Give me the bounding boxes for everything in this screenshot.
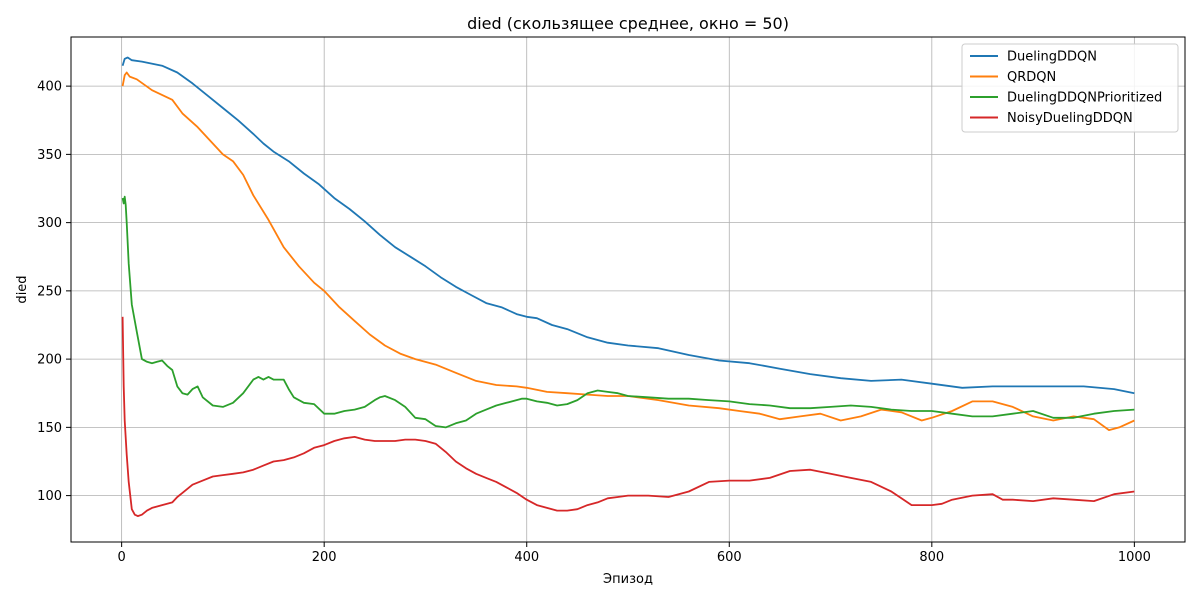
x-tick-label: 0 [117, 550, 125, 565]
chart-title: died (скользящее среднее, окно = 50) [467, 14, 789, 33]
x-tick-label: 1000 [1118, 550, 1151, 565]
legend-box [961, 43, 1179, 133]
series-line-qrdqn [121, 71, 1135, 432]
series-line-duelingddqn [121, 56, 1135, 395]
x-tick-label: 200 [312, 550, 337, 565]
y-tick-label: 400 [37, 80, 62, 95]
plot-frame [70, 36, 1186, 543]
y-tick-label: 300 [37, 216, 62, 231]
legend-label: DuelingDDQNPrioritized [1007, 91, 1162, 106]
legend-label: NoisyDuelingDDQN [1007, 111, 1133, 126]
series-line-noisyduelingddqn [121, 316, 1135, 517]
y-tick-label: 150 [37, 421, 62, 436]
x-axis-ticks: 0 200 400 600 800 1000 [117, 542, 1151, 565]
y-tick-label: 200 [37, 353, 62, 368]
y-tick-label: 350 [37, 148, 62, 163]
x-tick-label: 800 [919, 550, 944, 565]
series-line-duelingddqnprioritized [121, 195, 1135, 429]
x-tick-label: 400 [514, 550, 539, 565]
y-axis-label: died [15, 275, 30, 303]
legend: DuelingDDQN QRDQN DuelingDDQNPrioritized No… [961, 43, 1179, 133]
grid [71, 37, 1185, 542]
series-lines [121, 56, 1135, 517]
x-axis-label: Эпизод [603, 572, 653, 587]
legend-label: DuelingDDQN [1007, 50, 1097, 65]
x-tick-label: 600 [717, 550, 742, 565]
y-tick-label: 100 [37, 489, 62, 504]
y-axis-ticks: 100 150 200 250 300 350 400 [37, 80, 71, 504]
y-tick-label: 250 [37, 284, 62, 299]
legend-label: QRDQN [1007, 70, 1056, 85]
